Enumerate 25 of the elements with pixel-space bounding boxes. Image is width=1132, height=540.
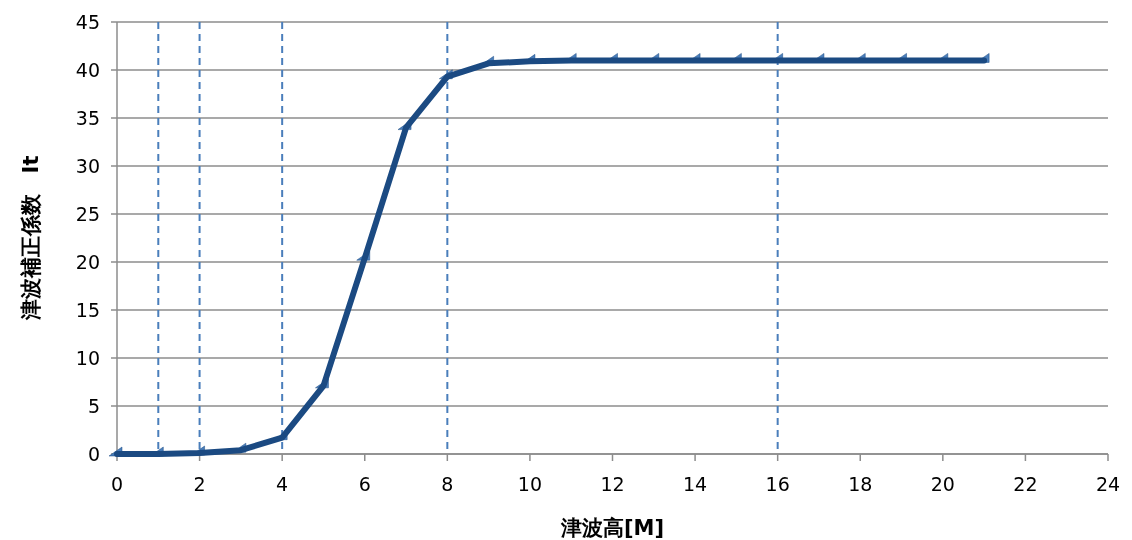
x-tick-label: 16 (765, 473, 790, 495)
y-tick-label: 5 (87, 395, 100, 417)
y-tick-label: 25 (75, 203, 100, 225)
x-tick-label: 24 (1095, 473, 1121, 495)
y-tick-label: 35 (75, 107, 100, 129)
y-tick-label: 15 (75, 299, 100, 321)
y-tick-label: 0 (87, 443, 100, 465)
y-tick-label: 20 (75, 251, 100, 273)
y-tick-label: 45 (75, 11, 100, 33)
x-tick-label: 12 (600, 473, 625, 495)
x-axis-title: 津波高[M] (559, 516, 665, 540)
x-tick-label: 10 (517, 473, 543, 495)
x-tick-label: 18 (848, 473, 873, 495)
x-tick-label: 22 (1013, 473, 1038, 495)
y-tick-label: 30 (75, 155, 100, 177)
x-tick-label: 0 (110, 473, 124, 495)
y-tick-label: 40 (75, 59, 100, 81)
y-tick-label: 10 (75, 347, 100, 369)
y-axis-title: 津波補正係数 It (19, 155, 43, 322)
x-tick-label: 14 (682, 473, 708, 495)
x-tick-label: 4 (276, 473, 289, 495)
x-tick-label: 6 (358, 473, 371, 495)
x-tick-label: 8 (441, 473, 454, 495)
x-tick-label: 20 (930, 473, 955, 495)
x-tick-label: 2 (193, 473, 206, 495)
